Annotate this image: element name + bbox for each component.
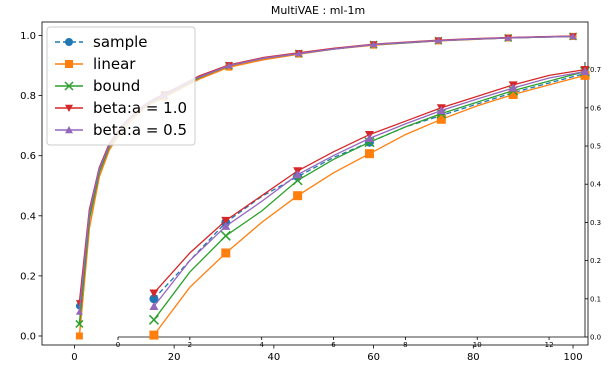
inset-x-tick-label: 0 xyxy=(116,341,120,349)
chart-title: MultiVAE : ml-1m xyxy=(271,4,365,17)
inset-series-point-1 xyxy=(293,191,303,201)
inset-series-line-4 xyxy=(153,70,586,307)
inset-series-point-1 xyxy=(508,89,518,99)
inset-y-tick-label: 0.7 xyxy=(590,66,601,74)
legend-marker-2 xyxy=(64,81,74,91)
inset-series-point-4 xyxy=(149,301,159,311)
x-tick-label: 60 xyxy=(367,352,380,363)
y-tick-label: 0.6 xyxy=(20,151,36,162)
legend: sample linear bound beta:a = 1.0 beta:a = 0.… xyxy=(46,26,196,146)
series-point-4 xyxy=(225,62,233,69)
inset-series-point-4 xyxy=(508,83,518,92)
inset-x-tick-label: 4 xyxy=(259,341,264,349)
inset-x-tick-label: 10 xyxy=(473,341,482,349)
y-tick-label: 0.4 xyxy=(20,211,36,222)
x-tick-label: 40 xyxy=(267,352,280,363)
x-tick-label: 80 xyxy=(467,352,480,363)
inset-y-tick-label: 0.5 xyxy=(590,143,601,151)
inset-y-tick-label: 0.3 xyxy=(590,219,601,227)
y-tick-label: 0.2 xyxy=(20,271,36,282)
y-tick-label: 0.8 xyxy=(20,91,36,102)
x-tick-label: 0 xyxy=(71,352,77,363)
inset-series-point-1 xyxy=(580,70,590,80)
y-tick-label: 1.0 xyxy=(20,31,36,42)
inset-y-tick-label: 0.4 xyxy=(590,181,602,189)
series-point-4 xyxy=(434,37,442,44)
legend-label-0: sample xyxy=(93,33,148,51)
inset-series-point-1 xyxy=(364,149,374,159)
series-point-4 xyxy=(295,50,303,57)
inset-series-point-2 xyxy=(148,314,159,325)
inset-series-line-2 xyxy=(153,70,586,321)
legend-marker-0 xyxy=(65,38,73,46)
x-tick-label: 20 xyxy=(168,352,181,363)
legend-box xyxy=(46,26,196,146)
legend-marker-4 xyxy=(65,126,73,134)
inset-series-line-1 xyxy=(153,74,586,336)
inset-y-tick-label: 0.2 xyxy=(590,257,601,265)
legend-label-3: beta:a = 1.0 xyxy=(93,99,187,117)
inset-series-point-3 xyxy=(149,289,159,298)
inset-series-line-0 xyxy=(153,72,586,300)
series-point-2 xyxy=(75,319,84,328)
inset-x-tick-label: 8 xyxy=(403,341,407,349)
inset-y-tick-label: 0.1 xyxy=(590,295,601,303)
inset-series-point-4 xyxy=(364,133,374,142)
legend-label-2: bound xyxy=(93,77,140,95)
series-point-1 xyxy=(75,332,83,340)
inset-series-point-1 xyxy=(436,114,446,124)
inset-y-tick-label: 0.0 xyxy=(590,334,601,342)
inset-series-point-0 xyxy=(149,294,159,304)
series-point-4 xyxy=(504,34,512,41)
inset-plot: 0 2 4 6 8 10 12 0.0 0.1 0.2 0.3 0.4 0.5 0.6 0.7 xyxy=(116,62,602,349)
legend-label-1: linear xyxy=(93,55,136,73)
inset-series-point-4 xyxy=(221,221,231,230)
legend-marker-1 xyxy=(65,60,73,68)
y-tick-label: 0.0 xyxy=(20,331,36,342)
series-point-4 xyxy=(75,308,83,315)
series-point-4 xyxy=(370,41,378,48)
inset-x-tick-label: 6 xyxy=(331,341,336,349)
inset-series-point-3 xyxy=(221,216,231,226)
inset-y-tick-label: 0.6 xyxy=(590,104,602,112)
series-point-4 xyxy=(569,32,577,40)
inset-x-tick-label: 12 xyxy=(545,341,554,349)
inset-series-point-1 xyxy=(149,330,159,340)
inset-series-point-2 xyxy=(220,230,231,241)
main-plot-frame xyxy=(41,21,589,346)
x-tick-label: 100 xyxy=(563,352,582,363)
legend-label-4: beta:a = 0.5 xyxy=(93,121,187,139)
legend-marker-3 xyxy=(65,104,73,112)
inset-series-point-4 xyxy=(580,67,590,76)
inset-series-point-4 xyxy=(293,170,303,179)
inset-x-tick-label: 2 xyxy=(188,341,192,349)
inset-series-point-1 xyxy=(221,248,231,258)
inset-series-point-4 xyxy=(436,106,446,115)
